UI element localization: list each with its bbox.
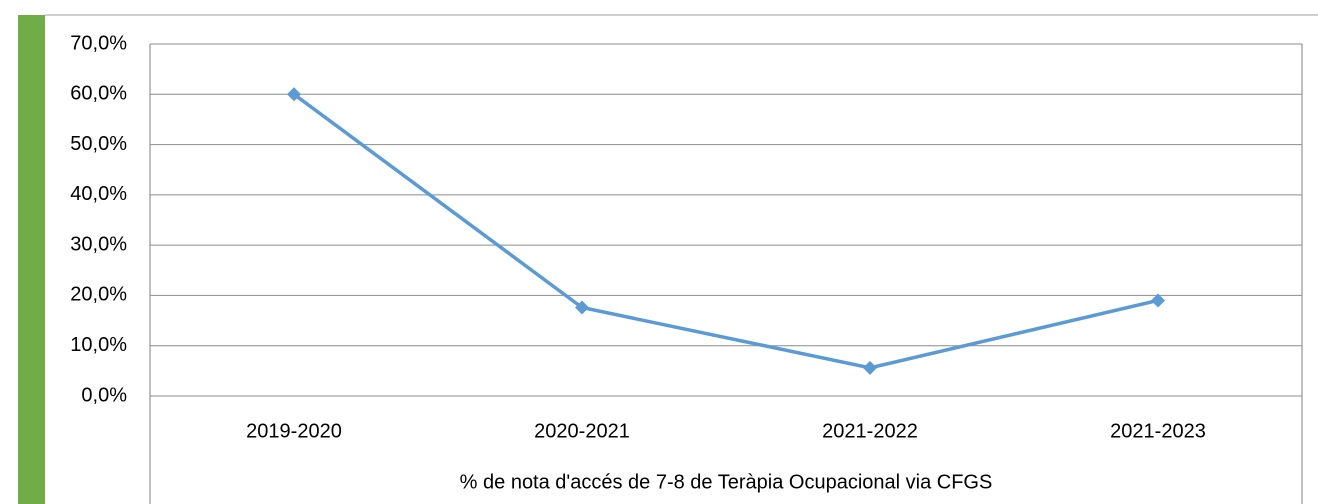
x-tick-label: 2021-2022	[822, 420, 918, 442]
y-tick-label: 40,0%	[70, 183, 127, 205]
x-axis-label: % de nota d'accés de 7-8 de Teràpia Ocup…	[460, 471, 993, 493]
y-tick-label: 20,0%	[70, 284, 127, 306]
y-tick-label: 0,0%	[81, 384, 127, 406]
y-tick-label: 50,0%	[70, 133, 127, 155]
data-point	[863, 360, 877, 375]
x-tick-label: 2021-2023	[1110, 420, 1206, 442]
data-point	[1151, 293, 1165, 308]
data-line	[292, 92, 1159, 370]
x-tick-label: 2020-2021	[534, 420, 630, 442]
data-point	[575, 300, 589, 315]
y-tick-label: 30,0%	[70, 233, 127, 255]
x-tick-label: 2019-2020	[246, 420, 342, 442]
y-tick-label: 70,0%	[70, 32, 127, 54]
data-point	[287, 87, 301, 102]
y-tick-label: 60,0%	[70, 83, 127, 105]
y-tick-label: 10,0%	[70, 334, 127, 356]
side-bar	[18, 15, 45, 504]
